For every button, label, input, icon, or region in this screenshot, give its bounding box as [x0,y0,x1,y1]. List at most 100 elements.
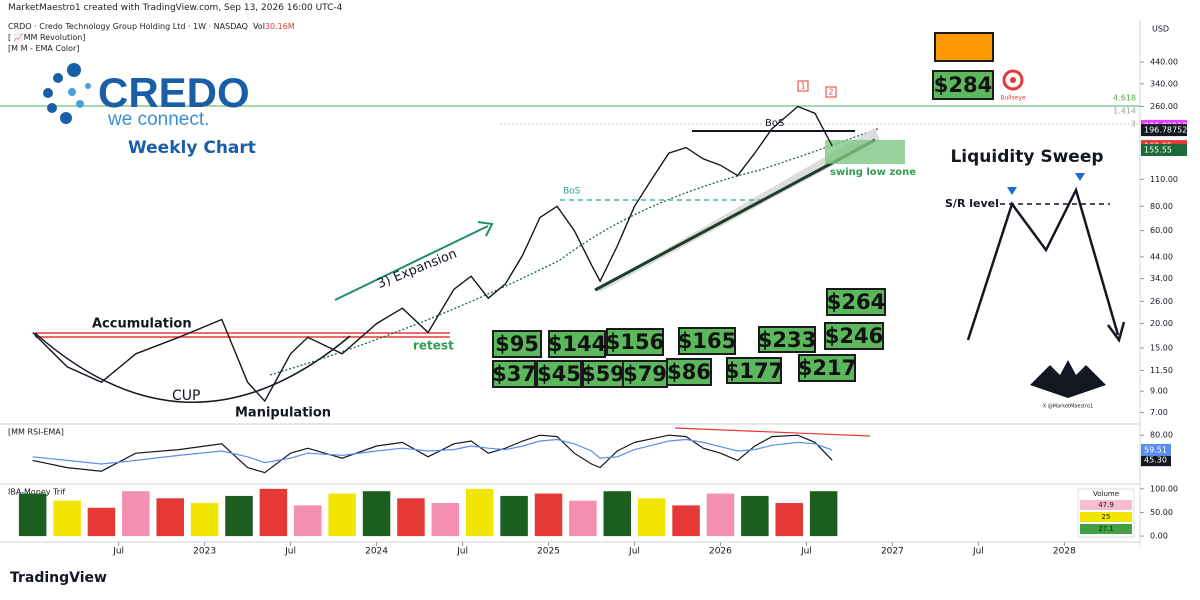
flow-bar [465,488,494,537]
flow-bar [294,505,322,537]
target-box: $246 [824,322,884,350]
orange-box [934,32,994,62]
flow-bar [225,495,253,537]
y-tick-label: 9.00 [1150,387,1168,396]
panel-title: IBA-Money Trif [8,488,65,497]
price-tag [1141,144,1187,157]
flow-bar [397,498,425,537]
flow-bar [775,503,803,537]
legend-swatch [1080,524,1132,534]
trendline [594,138,876,292]
inset-title: Liquidity Sweep [950,147,1103,167]
y-tick-label: 0.00 [1150,532,1168,541]
flow-bar [534,493,563,537]
bullseye-icon [1010,77,1016,83]
x-tick-label: Jul [800,547,812,557]
arrow-head [477,221,494,237]
logo-name: CREDO [98,69,250,116]
divergence-line [674,427,871,437]
marker [825,86,837,98]
price-line [32,105,833,403]
fib-label: 3 [1131,120,1136,129]
indicator: [M M - EMA Color] [8,44,80,53]
target-box: $284 [932,70,994,100]
x-tick-label: Jul [112,547,124,557]
x-tick-label: Jul [972,547,984,557]
price-tag-label: 196.787527 [1144,126,1192,135]
x-tick-label: 2027 [881,547,904,557]
fib-label: 4.618 [1113,94,1136,103]
flow-bar [672,505,700,537]
legend-swatch [1080,512,1132,522]
x-tick-label: Jul [628,547,640,557]
flow-bar [328,493,356,537]
y-tick-label: 7.00 [1150,408,1168,417]
annotation: 3) Expansion [375,246,459,292]
value-tag [1141,443,1171,456]
target-box: $45 [536,360,582,388]
flow-bar [431,503,460,537]
target-box: $59 [581,360,625,388]
flow-bar [122,491,150,537]
y-tick-label: 20.00 [1150,319,1173,328]
legend-swatch [1080,500,1132,510]
target-box: $233 [757,326,817,353]
annotation: CUP [172,388,200,404]
x-tick-label: 2023 [193,547,216,557]
marker [1075,173,1085,181]
logo-dots [43,63,91,124]
target-box: $144 [547,330,607,358]
flow-bar [706,493,735,537]
x-tick-label: 2026 [709,547,732,557]
flow-bar [741,495,769,537]
y-tick-label: 26.00 [1150,297,1173,306]
annotation: Bullseye [1000,95,1026,102]
x-tick-label: 2024 [365,547,388,557]
currency: USD [1152,25,1169,34]
annotation: 1 [800,82,805,91]
target-box: $264 [826,288,886,316]
target-box: $177 [724,357,784,384]
y-tick-label: 44.00 [1150,252,1173,261]
x-tick-label: 2028 [1053,547,1076,557]
bat-logo [1030,360,1106,398]
value-tag [1141,454,1171,467]
flow-bar [500,495,528,537]
y-tick-label: 50.00 [1150,508,1173,517]
annotation: Manipulation [235,406,331,421]
annotation: swing low zone [830,167,916,178]
x-tick-label: 2025 [537,547,560,557]
y-tick-label: 11.50 [1150,366,1173,375]
value-tag-label: 45.30 [1144,456,1167,465]
value-tag-label: 59.51 [1144,445,1167,454]
flow-bar [603,491,632,537]
flow-bar [156,498,184,537]
arrow [334,225,489,301]
sweep-path [966,186,1120,341]
signature: X @MarketMaestro1 [1043,404,1093,410]
volume-label: Vol [252,22,265,31]
annotation: retest [413,339,454,353]
y-tick-label: 34.00 [1150,274,1173,283]
y-tick-label: 80.00 [1150,431,1173,440]
target-box: $37 [492,360,536,388]
volume: 30.16M [264,22,295,31]
credit: MarketMaestro1 created with TradingView.… [8,3,343,13]
fib-label: 1.414 [1113,107,1136,116]
rsi-line [32,434,833,474]
flow-bar [18,493,47,537]
y-tick-label: 110.00 [1150,175,1178,184]
symbol: CRDO · Credo Technology Group Holding Lt… [8,22,295,31]
y-tick-label: 440.00 [1150,58,1178,67]
rsi-line [32,438,833,465]
marker [1007,187,1017,195]
brand: TradingView [10,570,107,586]
bullseye-icon [1002,69,1024,91]
flow-bar [259,488,288,537]
legend-value: 47.9 [1098,501,1114,509]
target-box: $156 [605,328,665,356]
marker [797,80,809,92]
flow-bar [190,503,219,537]
y-tick-label: 260.00 [1150,102,1178,111]
